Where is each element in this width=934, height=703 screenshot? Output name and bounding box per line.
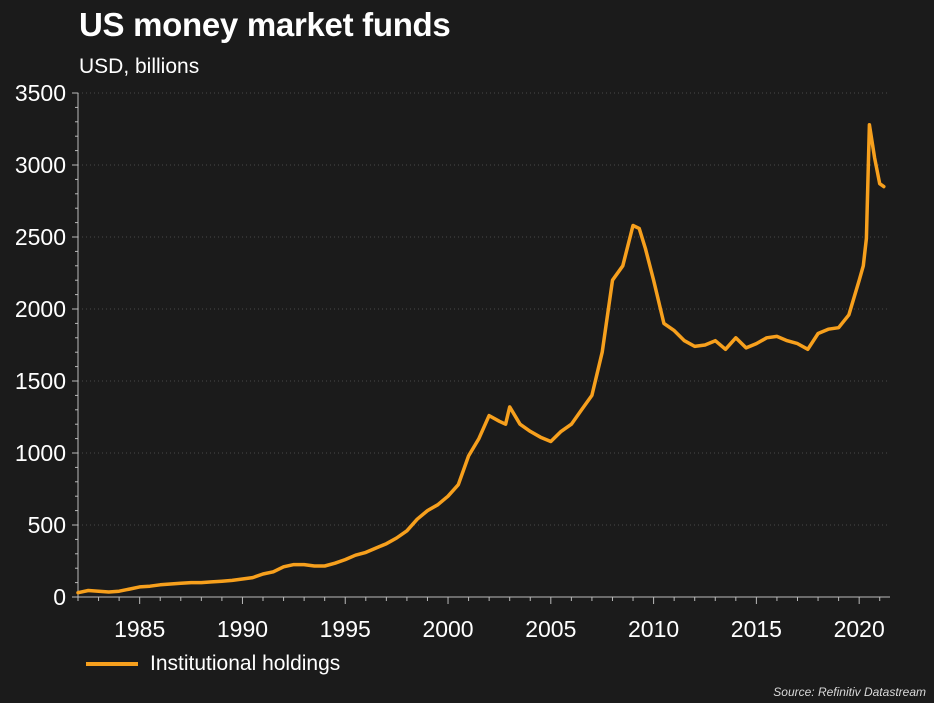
y-tick-label-3500: 3500 xyxy=(15,80,66,106)
x-tick-label-2010: 2010 xyxy=(628,616,679,642)
series-layer xyxy=(76,122,886,595)
source-note: Source: Refinitiv Datastream xyxy=(773,685,926,699)
y-tick-label-1500: 1500 xyxy=(15,368,66,394)
x-tick-label-2000: 2000 xyxy=(422,616,473,642)
y-tick-labels: 0 500 1000 1500 2000 2500 3000 3500 xyxy=(15,80,66,610)
x-tick-label-2015: 2015 xyxy=(731,616,782,642)
legend: Institutional holdings xyxy=(86,652,340,676)
x-tick-label-1990: 1990 xyxy=(217,616,268,642)
legend-swatch-institutional-holdings xyxy=(86,662,138,666)
y-tick-label-2500: 2500 xyxy=(15,224,66,250)
grid-lines xyxy=(78,92,890,526)
series-line-institutional-holdings xyxy=(76,122,886,595)
axes xyxy=(72,92,890,604)
x-tick-label-2005: 2005 xyxy=(525,616,576,642)
y-tick-label-2000: 2000 xyxy=(15,296,66,322)
y-tick-label-3000: 3000 xyxy=(15,152,66,178)
y-tick-label-0: 0 xyxy=(53,584,66,610)
chart-title: US money market funds xyxy=(79,6,451,43)
y-tick-label-500: 500 xyxy=(28,512,66,538)
legend-label: Institutional holdings xyxy=(150,652,341,675)
x-tick-labels: 1985 1990 1995 2000 2005 2010 2015 2020 xyxy=(114,616,885,642)
y-tick-label-1000: 1000 xyxy=(15,440,66,466)
x-tick-label-1995: 1995 xyxy=(320,616,371,642)
x-tick-label-1985: 1985 xyxy=(114,616,165,642)
chart-subtitle: USD, billions xyxy=(79,55,200,78)
x-tick-label-2020: 2020 xyxy=(834,616,885,642)
